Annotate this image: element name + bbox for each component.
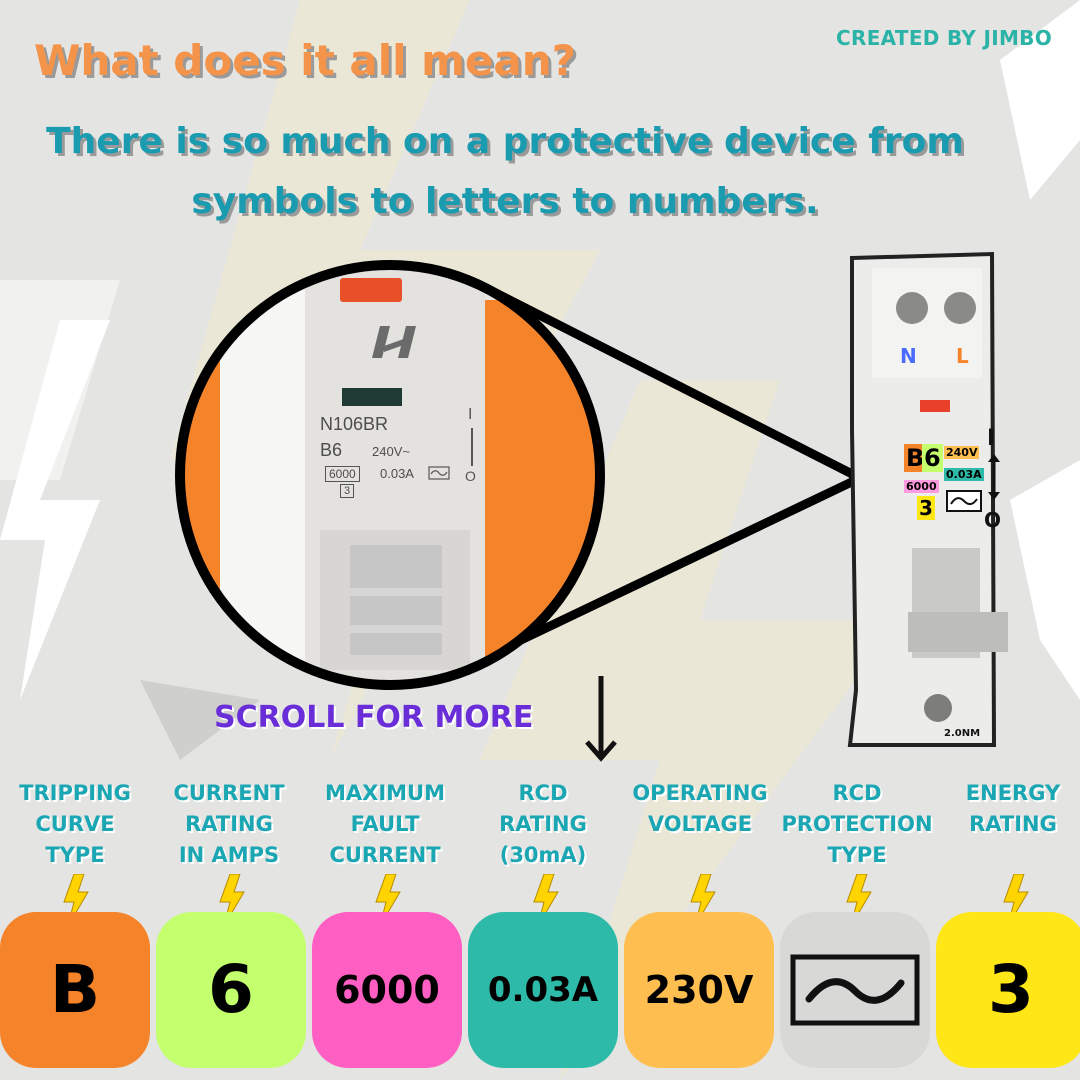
zoom-energy-rating: 3 — [340, 484, 355, 498]
legend-label-energy-rating: ENERGY RATING — [965, 781, 1061, 836]
neutral-terminal-label: N — [900, 344, 917, 368]
lightning-bolt-icon — [690, 874, 716, 926]
tile-tripping-curve: B — [0, 912, 150, 1068]
legend-label-tripping-curve: TRIPPING CURVE TYPE — [19, 781, 131, 867]
legend-label-rcd-type: RCD PROTECTION TYPE — [781, 781, 933, 867]
zoom-switch-arrow — [471, 428, 473, 466]
zoom-rcd-rating: 0.03A — [380, 466, 414, 481]
device-on-mark: I — [987, 426, 996, 451]
creator-credit: CREATED BY JIMBO — [836, 26, 1052, 50]
device-fault-badge: 6000 — [904, 480, 939, 493]
tile-value-fault: 6000 — [334, 968, 440, 1012]
tile-fault-current: 6000 — [312, 912, 462, 1068]
device-ac-wave-icon — [946, 490, 982, 512]
device-switch-arrow-icon — [988, 454, 1000, 500]
tile-value-curve: B — [49, 951, 101, 1028]
ac-sine-wave-icon — [790, 954, 920, 1026]
tile-value-voltage: 230V — [644, 968, 754, 1012]
zoom-model-number: N106BR — [320, 414, 389, 434]
zoom-ac-wave-icon — [428, 466, 450, 480]
arrow-down-icon — [585, 676, 617, 762]
device-width-tag: 2.0NM — [944, 728, 981, 739]
tile-value-rating: 6 — [208, 951, 254, 1028]
legend-label-rcd-rating: RCD RATING (30mA) — [499, 781, 587, 867]
scroll-for-more-label: SCROLL FOR MORE — [214, 700, 534, 735]
zoom-off-mark: O — [465, 468, 476, 484]
page-title: What does it all mean? — [34, 36, 577, 85]
device-rcd-badge: 0.03A — [944, 468, 984, 481]
device-voltage-badge: 240V — [944, 446, 980, 459]
live-terminal-label: L — [956, 344, 969, 368]
lightning-bolt-icon — [846, 874, 872, 926]
zoom-fault-current: 6000 — [325, 466, 360, 482]
legend-label-current-rating: CURRENT RATING IN AMPS — [173, 781, 285, 867]
legend-label-fault-current: MAXIMUM FAULT CURRENT — [324, 781, 445, 867]
tile-operating-voltage: 230V — [624, 912, 774, 1068]
tile-value-rcd: 0.03A — [487, 970, 599, 1010]
lightning-bolt-icon — [375, 874, 401, 926]
lightning-bolt-icon — [63, 874, 89, 926]
lightning-bolt-icon — [219, 874, 245, 926]
tile-energy-rating: 3 — [936, 912, 1080, 1068]
device-curve-badge: B — [904, 444, 927, 472]
brand-logo — [372, 326, 416, 358]
device-energy-badge: 3 — [917, 496, 935, 520]
legend-label-operating-voltage: OPERATING VOLTAGE — [632, 781, 768, 836]
lightning-bolt-icon — [1003, 874, 1029, 926]
lightning-bolt-icon — [533, 874, 559, 926]
tile-value-energy: 3 — [988, 951, 1034, 1028]
device-off-mark: O — [984, 508, 1002, 532]
page-subtitle: There is so much on a protective device … — [46, 121, 964, 222]
zoom-curve-rating: B6 — [320, 440, 343, 460]
zoom-on-mark: I — [468, 406, 473, 423]
zoom-voltage: 240V~ — [372, 444, 410, 459]
tile-rcd-type — [780, 912, 930, 1068]
tile-current-rating: 6 — [156, 912, 306, 1068]
tile-rcd-rating: 0.03A — [468, 912, 618, 1068]
device-rating-badge: 6 — [922, 444, 943, 472]
